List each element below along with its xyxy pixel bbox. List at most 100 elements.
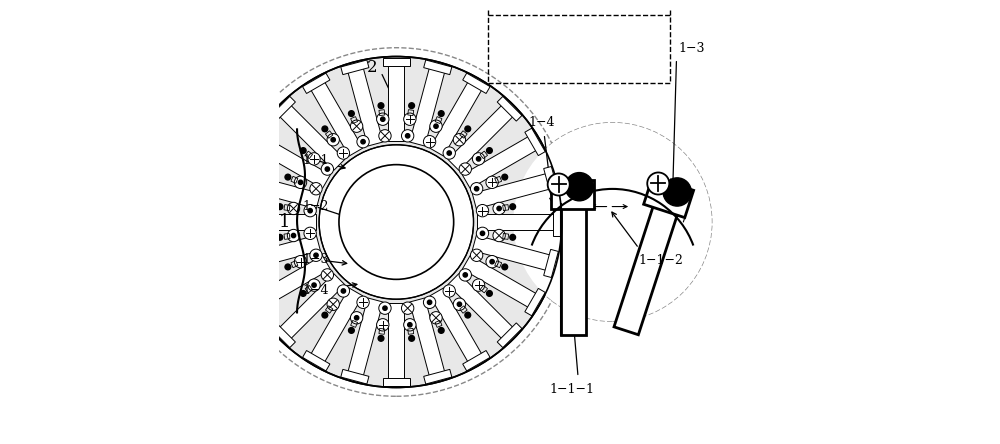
Circle shape xyxy=(465,126,471,132)
Circle shape xyxy=(474,186,479,191)
Circle shape xyxy=(438,111,444,116)
Circle shape xyxy=(357,135,369,148)
Bar xyxy=(477,214,556,230)
Text: 1−2: 1−2 xyxy=(302,200,329,213)
Circle shape xyxy=(487,148,492,154)
Bar xyxy=(271,323,295,348)
Circle shape xyxy=(472,279,485,291)
Circle shape xyxy=(322,312,328,318)
Bar xyxy=(460,131,467,138)
Bar xyxy=(247,289,268,316)
Circle shape xyxy=(298,180,303,185)
Circle shape xyxy=(325,167,330,171)
Circle shape xyxy=(294,255,307,268)
Circle shape xyxy=(308,153,320,165)
Circle shape xyxy=(459,269,471,281)
Circle shape xyxy=(404,113,416,125)
Circle shape xyxy=(438,328,444,333)
Circle shape xyxy=(231,56,562,388)
Circle shape xyxy=(321,269,334,281)
Circle shape xyxy=(470,182,483,195)
Bar xyxy=(424,60,452,75)
Circle shape xyxy=(308,209,312,213)
Text: 1: 1 xyxy=(279,213,290,231)
Bar xyxy=(488,15,670,83)
Bar xyxy=(303,73,330,94)
Circle shape xyxy=(287,230,300,242)
Bar xyxy=(497,323,522,348)
Bar xyxy=(424,369,452,384)
Bar xyxy=(351,117,358,123)
Bar xyxy=(462,135,539,189)
Text: 1−3: 1−3 xyxy=(679,42,705,55)
Circle shape xyxy=(486,176,498,189)
Circle shape xyxy=(453,298,466,310)
Circle shape xyxy=(350,120,363,132)
Circle shape xyxy=(405,134,410,138)
Bar xyxy=(284,205,290,210)
Bar xyxy=(503,205,509,210)
Bar xyxy=(379,329,385,334)
Bar xyxy=(305,151,313,159)
Circle shape xyxy=(310,182,322,195)
Bar xyxy=(247,128,268,155)
Circle shape xyxy=(300,290,306,296)
Bar xyxy=(497,96,522,121)
Bar xyxy=(551,180,594,209)
Circle shape xyxy=(459,163,471,175)
Circle shape xyxy=(277,234,283,240)
Bar xyxy=(234,250,249,278)
Circle shape xyxy=(304,227,316,239)
Circle shape xyxy=(510,234,516,240)
Circle shape xyxy=(476,227,489,239)
Circle shape xyxy=(548,174,570,195)
Circle shape xyxy=(490,259,494,264)
Circle shape xyxy=(378,103,384,108)
Bar xyxy=(240,173,320,209)
Circle shape xyxy=(337,147,350,159)
Circle shape xyxy=(350,312,363,324)
Text: 1−4: 1−4 xyxy=(302,284,329,297)
Bar xyxy=(448,103,515,170)
Bar xyxy=(472,235,553,271)
Bar xyxy=(460,306,467,313)
Circle shape xyxy=(480,231,485,235)
Bar xyxy=(480,285,488,293)
Bar xyxy=(430,79,483,156)
Circle shape xyxy=(339,165,454,279)
Circle shape xyxy=(423,135,436,148)
Bar xyxy=(525,128,545,155)
Bar xyxy=(291,176,298,183)
Circle shape xyxy=(294,176,307,189)
Circle shape xyxy=(341,289,346,293)
Bar xyxy=(277,103,345,170)
Bar xyxy=(503,234,509,239)
Bar xyxy=(379,110,385,115)
Bar xyxy=(472,173,553,209)
Circle shape xyxy=(565,173,593,201)
Bar xyxy=(480,151,488,159)
Circle shape xyxy=(497,206,501,210)
Circle shape xyxy=(401,302,414,314)
Circle shape xyxy=(502,264,508,270)
Text: 1−3: 1−3 xyxy=(302,253,329,266)
Bar xyxy=(410,298,445,379)
Circle shape xyxy=(401,130,414,142)
Circle shape xyxy=(379,302,391,314)
Circle shape xyxy=(430,120,442,132)
Bar xyxy=(561,204,586,334)
Circle shape xyxy=(443,147,455,159)
Circle shape xyxy=(510,204,516,210)
Bar xyxy=(309,79,363,156)
Circle shape xyxy=(513,123,712,321)
Circle shape xyxy=(308,279,320,291)
Bar xyxy=(410,65,445,146)
Circle shape xyxy=(465,312,471,318)
Circle shape xyxy=(427,300,432,305)
Circle shape xyxy=(470,249,483,262)
Circle shape xyxy=(331,138,335,142)
Circle shape xyxy=(378,336,384,341)
Circle shape xyxy=(304,205,316,217)
Bar xyxy=(462,255,539,309)
Circle shape xyxy=(327,298,339,310)
